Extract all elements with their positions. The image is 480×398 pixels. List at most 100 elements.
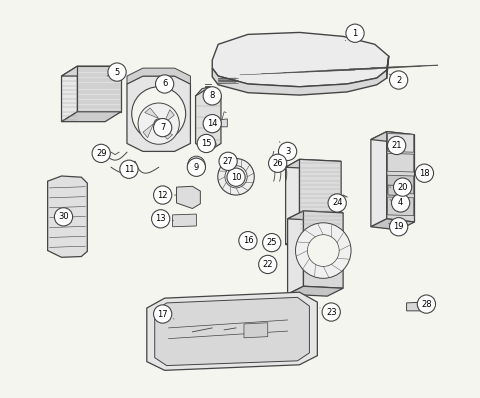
Text: 26: 26 xyxy=(272,159,283,168)
Circle shape xyxy=(203,87,221,105)
Text: 2: 2 xyxy=(396,76,401,84)
Text: 27: 27 xyxy=(223,157,233,166)
Text: 15: 15 xyxy=(201,139,212,148)
Polygon shape xyxy=(387,175,414,194)
Polygon shape xyxy=(143,124,154,138)
Polygon shape xyxy=(155,297,310,366)
Text: 30: 30 xyxy=(58,213,69,221)
Text: 16: 16 xyxy=(242,236,253,245)
Circle shape xyxy=(227,168,245,186)
Circle shape xyxy=(392,194,410,212)
Circle shape xyxy=(138,103,180,144)
Circle shape xyxy=(219,152,237,170)
Circle shape xyxy=(259,256,277,273)
Circle shape xyxy=(154,305,172,323)
Circle shape xyxy=(218,158,254,195)
Text: 28: 28 xyxy=(421,300,432,308)
Circle shape xyxy=(197,135,216,152)
Polygon shape xyxy=(195,88,221,151)
Polygon shape xyxy=(371,219,415,230)
Polygon shape xyxy=(286,159,300,245)
Polygon shape xyxy=(159,129,173,139)
Circle shape xyxy=(322,303,340,321)
Text: 10: 10 xyxy=(231,173,241,181)
Text: 12: 12 xyxy=(157,191,168,199)
Circle shape xyxy=(92,144,110,162)
Polygon shape xyxy=(288,286,343,296)
Circle shape xyxy=(120,160,138,178)
Circle shape xyxy=(387,137,406,154)
Text: 22: 22 xyxy=(263,260,273,269)
Circle shape xyxy=(225,166,247,188)
Text: 7: 7 xyxy=(160,123,165,132)
Circle shape xyxy=(188,156,205,174)
Circle shape xyxy=(108,63,126,81)
Polygon shape xyxy=(286,237,341,247)
Text: 25: 25 xyxy=(266,238,277,247)
Polygon shape xyxy=(212,32,389,87)
Text: 21: 21 xyxy=(391,141,402,150)
Circle shape xyxy=(154,119,172,137)
Polygon shape xyxy=(61,66,121,76)
Circle shape xyxy=(239,232,257,250)
Circle shape xyxy=(268,154,287,172)
Polygon shape xyxy=(371,132,387,227)
Circle shape xyxy=(225,157,231,163)
Text: 1: 1 xyxy=(352,29,358,38)
Polygon shape xyxy=(407,302,426,311)
Circle shape xyxy=(203,115,221,133)
Circle shape xyxy=(415,164,433,182)
Polygon shape xyxy=(195,87,221,105)
Polygon shape xyxy=(387,132,415,222)
Polygon shape xyxy=(286,159,341,169)
Polygon shape xyxy=(77,66,121,112)
Text: 18: 18 xyxy=(419,169,430,178)
Text: 20: 20 xyxy=(397,183,408,191)
Polygon shape xyxy=(173,214,196,227)
Circle shape xyxy=(339,196,344,201)
Text: 6: 6 xyxy=(162,80,168,88)
Polygon shape xyxy=(177,186,200,209)
Text: 9: 9 xyxy=(194,163,199,172)
Text: 11: 11 xyxy=(124,165,134,174)
Polygon shape xyxy=(244,323,268,338)
Polygon shape xyxy=(127,68,191,84)
Circle shape xyxy=(394,178,412,196)
Text: 29: 29 xyxy=(96,149,107,158)
Circle shape xyxy=(417,295,435,313)
Circle shape xyxy=(152,210,170,228)
Text: 14: 14 xyxy=(207,119,217,128)
Text: 24: 24 xyxy=(332,199,342,207)
Text: 3: 3 xyxy=(285,147,290,156)
Polygon shape xyxy=(371,132,415,142)
Text: 23: 23 xyxy=(326,308,336,316)
Circle shape xyxy=(390,218,408,236)
Polygon shape xyxy=(300,159,341,239)
Polygon shape xyxy=(164,110,174,124)
Text: 5: 5 xyxy=(114,68,120,76)
Circle shape xyxy=(54,208,72,226)
Polygon shape xyxy=(387,197,414,216)
Circle shape xyxy=(278,142,297,160)
Circle shape xyxy=(296,223,351,278)
Polygon shape xyxy=(387,153,414,172)
Polygon shape xyxy=(48,176,87,257)
Polygon shape xyxy=(303,211,343,288)
Circle shape xyxy=(223,154,234,166)
Text: 17: 17 xyxy=(157,310,168,318)
Circle shape xyxy=(187,158,205,176)
Circle shape xyxy=(132,87,186,141)
Circle shape xyxy=(263,234,281,252)
Polygon shape xyxy=(144,108,159,119)
Polygon shape xyxy=(61,112,121,122)
Polygon shape xyxy=(212,68,387,95)
Circle shape xyxy=(346,24,364,42)
Circle shape xyxy=(154,119,164,129)
Circle shape xyxy=(232,173,240,181)
Text: 19: 19 xyxy=(394,222,404,231)
Polygon shape xyxy=(147,292,317,370)
Circle shape xyxy=(154,186,172,204)
Polygon shape xyxy=(288,211,343,221)
Circle shape xyxy=(307,235,339,266)
Polygon shape xyxy=(387,134,414,152)
